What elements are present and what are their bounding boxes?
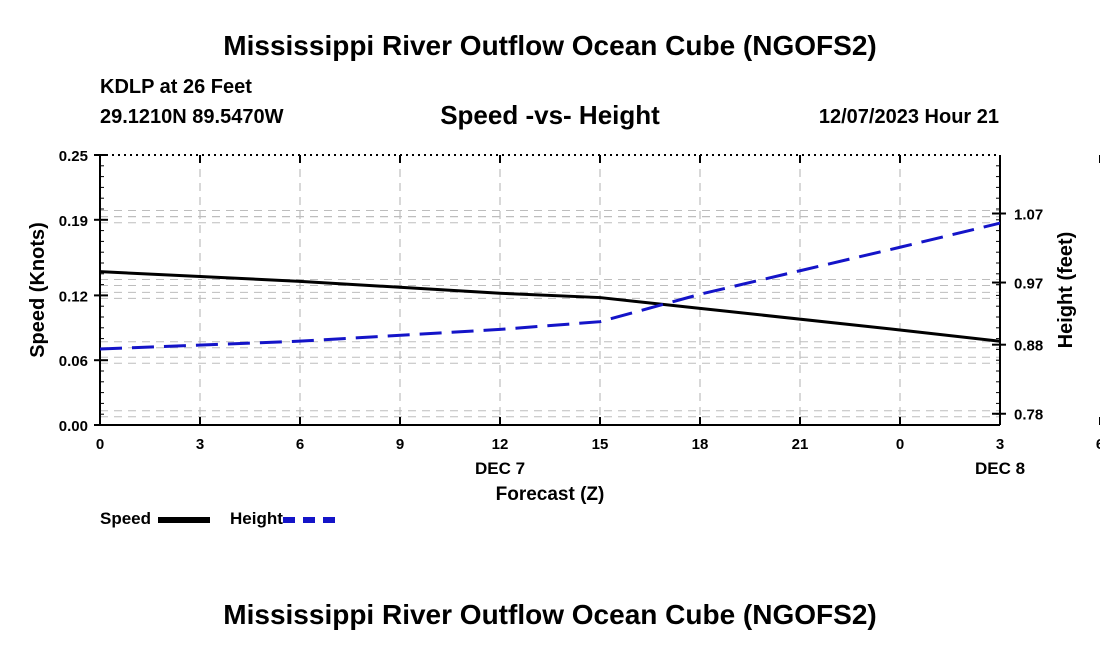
series-speed-line <box>100 270 1000 343</box>
tick-label-x: 0 <box>896 436 904 453</box>
station-coordinates: 29.1210N 89.5470W <box>100 106 284 128</box>
tick-label-x: 6 <box>296 436 304 453</box>
tick-label-x: 9 <box>396 436 404 453</box>
tick-label-x: 3 <box>996 436 1004 453</box>
tick-label-x: 12 <box>492 436 509 453</box>
legend-height-label: Height <box>230 509 283 528</box>
station-label: KDLP at 26 Feet <box>100 76 252 98</box>
tick-label-y: 0.00 <box>59 418 88 435</box>
legend-speed-label: Speed <box>100 509 152 528</box>
forecast-datetime: 12/07/2023 Hour 21 <box>818 106 999 128</box>
chart-subtitle: Speed -vs- Height <box>440 100 660 130</box>
x-axis-title: Forecast (Z) <box>496 484 605 505</box>
page-title: Mississippi River Outflow Ocean Cube (NG… <box>223 30 877 61</box>
legend-speed: Speed <box>100 509 210 529</box>
date-label: DEC 8 <box>975 459 1025 478</box>
tick-label-y2: 0.88 <box>1014 338 1043 355</box>
y2-axis-title: Height (feet) <box>1055 232 1077 349</box>
tick-label-y2: 0.97 <box>1014 276 1043 293</box>
footer-title: Mississippi River Outflow Ocean Cube (NG… <box>223 599 877 630</box>
tick-label-y2: 0.78 <box>1014 407 1043 424</box>
legend-height-swatch <box>282 516 335 523</box>
tick-label-y: 0.12 <box>59 288 88 305</box>
tick-label-x: 6 <box>1096 436 1100 453</box>
series-height-line <box>100 221 1000 351</box>
tick-label-x: 18 <box>692 436 709 453</box>
tick-label-x: 0 <box>96 436 104 453</box>
date-label: DEC 7 <box>475 459 525 478</box>
tick-label-x: 15 <box>592 436 609 453</box>
tick-label-x: 21 <box>792 436 809 453</box>
tick-label-y: 0.06 <box>59 353 88 370</box>
tick-label-y: 0.25 <box>59 148 88 165</box>
tick-label-y2: 1.07 <box>1014 206 1043 223</box>
legend-speed-swatch <box>157 516 210 523</box>
tick-label-y: 0.19 <box>59 213 88 230</box>
legend-height: Height <box>230 509 335 529</box>
tick-label-x: 3 <box>196 436 204 453</box>
y-axis-title: Speed (Knots) <box>27 222 49 358</box>
